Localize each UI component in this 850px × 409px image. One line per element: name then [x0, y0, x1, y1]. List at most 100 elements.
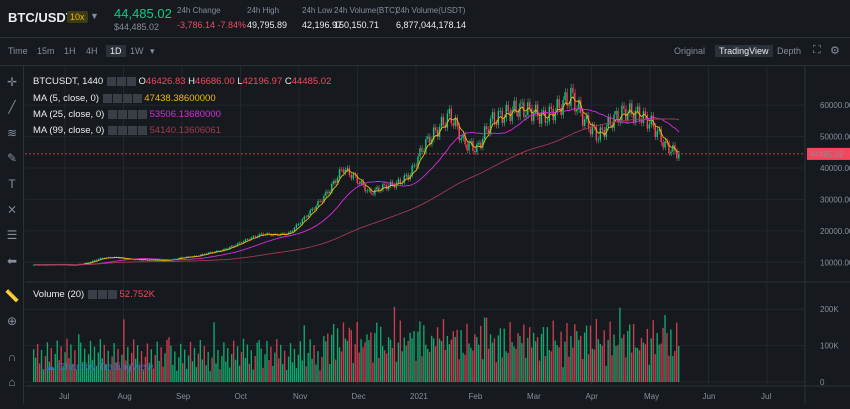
candle-body [234, 245, 237, 247]
volume-bar [385, 353, 388, 382]
back-arrow-icon[interactable]: ⬅ [6, 254, 18, 268]
pair-title[interactable]: BTC/USDT [8, 10, 74, 25]
view-depth[interactable]: Depth [777, 46, 802, 56]
candle-body [458, 126, 460, 141]
candle-body [452, 123, 454, 126]
price-chart[interactable]: 60000.00 50000.00 40000.00 30000.00 20000.00… [25, 66, 850, 404]
volume-bar [131, 352, 133, 382]
candle-body [315, 206, 317, 210]
volume-bar [66, 338, 68, 382]
candle-body [307, 215, 309, 217]
pattern-icon[interactable]: ⨯ [6, 202, 18, 216]
volume-bar [219, 369, 221, 382]
volume-bar [138, 364, 141, 382]
chevron-down-icon[interactable]: ▾ [150, 46, 155, 56]
volume-bar [205, 365, 207, 382]
volume-bar [605, 365, 607, 382]
volume-bar [203, 345, 205, 382]
volume-bar [450, 339, 452, 382]
volume-bar [456, 329, 458, 382]
chart-area[interactable]: 60000.00 50000.00 40000.00 30000.00 20000.00… [25, 66, 850, 404]
volume-bar [460, 330, 462, 382]
volume-bar [454, 336, 456, 382]
candle-body [597, 139, 600, 141]
interval-1d[interactable]: 1D [106, 45, 126, 57]
text-icon[interactable]: T [8, 177, 16, 191]
interval-1h[interactable]: 1H [64, 46, 76, 56]
candle-body [383, 184, 386, 186]
parallel-lines-icon[interactable]: ≋ [6, 126, 18, 140]
high-value: 46686.00 [195, 76, 235, 87]
legend-ma5: MA (5, close, 0) 47438.38600000 [33, 93, 216, 104]
candle-body [578, 100, 580, 110]
volume-bar [627, 330, 629, 382]
volume-bar [334, 359, 337, 382]
interval-15m[interactable]: 15m [37, 46, 55, 56]
candle-body [260, 233, 262, 235]
volume-bar [670, 329, 672, 382]
candle-body [240, 242, 243, 244]
candle-body [554, 111, 556, 121]
settings-icon[interactable]: ⚙ [830, 45, 840, 57]
candle-body [33, 264, 35, 266]
candle-body [125, 258, 127, 260]
volume-bar [68, 357, 70, 382]
interval-time[interactable]: Time [8, 46, 28, 56]
volume-bar [521, 343, 523, 382]
crosshair-icon[interactable]: ✛ [6, 75, 18, 89]
view-original[interactable]: Original [674, 46, 706, 56]
candle-body [621, 105, 623, 121]
candle-body [666, 141, 668, 144]
volume-bar [536, 337, 539, 382]
brush-icon[interactable]: ✎ [6, 151, 18, 165]
time-tick-label: Apr [586, 392, 599, 401]
candle-body [358, 182, 360, 184]
candle-body [427, 136, 429, 140]
candle-body [238, 242, 241, 244]
volume-bar [532, 332, 535, 382]
volume-bar [280, 344, 282, 382]
volume-bar [125, 360, 127, 382]
leverage-badge[interactable]: 10x [67, 11, 88, 23]
candle-body [378, 187, 380, 191]
expand-icon[interactable]: ⛶ [813, 44, 821, 56]
volume-bar [244, 357, 247, 382]
volume-bar [617, 344, 619, 382]
interval-4h[interactable]: 4H [86, 46, 98, 56]
volume-bar [478, 344, 480, 382]
volume-bar [548, 350, 551, 382]
volume-bar [64, 352, 66, 382]
volume-value: 52.752K [119, 289, 155, 300]
legend-ma99: MA (99, close, 0) 54140.13606061 [33, 125, 221, 136]
trend-line-icon[interactable]: ╱ [8, 100, 16, 114]
time-tick-label: Mar [527, 392, 541, 401]
zoom-in-icon[interactable]: ⊕ [6, 314, 18, 328]
volume-bar [623, 334, 625, 382]
volume-bar [564, 341, 566, 382]
view-tradingview[interactable]: TradingView [715, 45, 773, 57]
interval-1w[interactable]: 1W [130, 46, 144, 56]
volume-bar [534, 341, 537, 382]
volume-bar [401, 351, 403, 382]
candle-body [481, 139, 484, 148]
volume-bar [319, 370, 321, 382]
lock-icon[interactable]: ⌂ [8, 375, 16, 389]
volume-bar [487, 348, 490, 382]
fib-icon[interactable]: ☰ [6, 228, 18, 242]
volume-bar [164, 353, 166, 382]
candle-body [201, 253, 203, 255]
price-tick-label: 60000.00 [820, 101, 850, 110]
tradingview-logo-icon: ☁ [45, 362, 55, 373]
volume-bar [70, 344, 72, 382]
volume-bar [56, 340, 58, 382]
candle-body [89, 262, 92, 263]
candle-body [548, 106, 551, 122]
candle-body [540, 112, 543, 124]
volume-bar [483, 317, 486, 382]
ruler-icon[interactable]: 📏 [4, 289, 20, 303]
candle-body [231, 245, 233, 247]
volume-bar [178, 357, 180, 382]
magnet-icon[interactable]: ∩ [7, 350, 17, 364]
volume-bar [185, 368, 188, 382]
chevron-down-icon[interactable]: ▼ [90, 11, 99, 21]
